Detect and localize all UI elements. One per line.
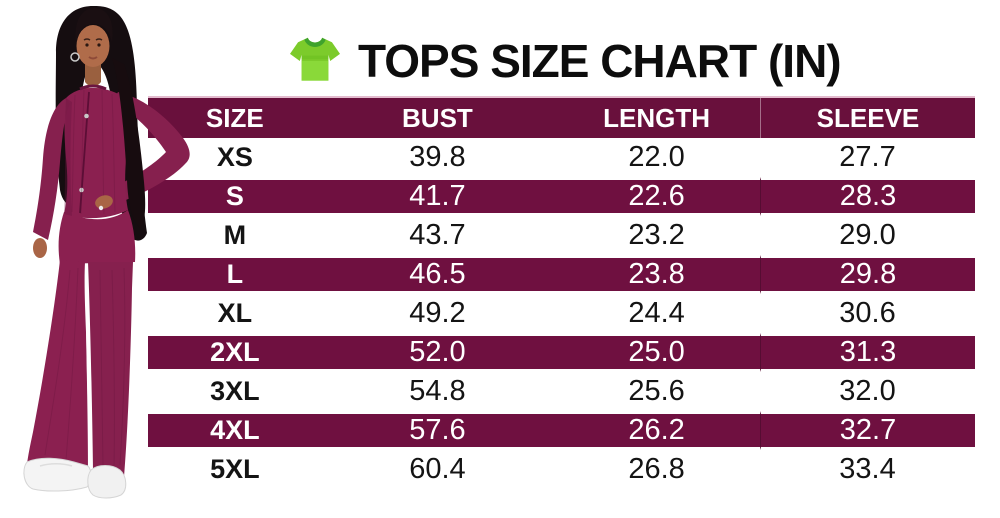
value-cell: 49.2: [409, 297, 466, 329]
value-cell: 28.3: [759, 177, 975, 216]
value-cell: 52.0: [321, 333, 554, 372]
size-cell: M: [223, 220, 247, 250]
table-row: M 43.7 23.2 29.0: [148, 216, 975, 255]
size-cell: L: [148, 255, 322, 294]
table-row: XS 39.8 22.0 27.7: [148, 138, 975, 177]
tshirt-icon: [290, 37, 340, 81]
table-row: L 46.5 23.8 29.8: [148, 255, 975, 294]
value-cell: 32.7: [759, 411, 975, 450]
value-cell: 23.2: [628, 219, 685, 251]
value-cell: 57.6: [321, 411, 554, 450]
size-table: SIZE BUST LENGTH SLEEVE XS 39.8 22.0 27.7 S 4…: [148, 96, 975, 489]
size-cell: 3XL: [210, 376, 260, 406]
table-row: 3XL 54.8 25.6 32.0: [148, 372, 975, 411]
model-illustration: [23, 6, 190, 499]
value-cell: 26.8: [628, 453, 685, 485]
table-row: S 41.7 22.6 28.3: [148, 177, 975, 216]
value-cell: 25.0: [553, 333, 760, 372]
value-cell: 46.5: [321, 255, 554, 294]
value-cell: 31.3: [759, 333, 975, 372]
value-cell: 25.6: [628, 375, 685, 407]
value-cell: 54.8: [409, 375, 466, 407]
column-header-bust: BUST: [321, 98, 554, 138]
size-cell: S: [148, 177, 322, 216]
value-cell: 29.8: [759, 255, 975, 294]
value-cell: 43.7: [409, 219, 466, 251]
table-header-row: SIZE BUST LENGTH SLEEVE: [148, 98, 975, 138]
value-cell: 23.8: [553, 255, 760, 294]
value-cell: 27.7: [839, 141, 896, 173]
size-cell: 4XL: [148, 411, 322, 450]
value-cell: 60.4: [409, 453, 466, 485]
page-title: TOPS SIZE CHART (IN): [358, 35, 842, 87]
value-cell: 39.8: [409, 141, 466, 173]
size-cell: 5XL: [210, 454, 260, 484]
table-row: XL 49.2 24.4 30.6: [148, 294, 975, 333]
value-cell: 30.6: [839, 297, 896, 329]
value-cell: 32.0: [839, 375, 896, 407]
table-row: 4XL 57.6 26.2 32.7: [148, 411, 975, 450]
title: TOPS SIZE CHART (IN): [288, 30, 842, 92]
value-cell: 33.4: [839, 453, 896, 485]
value-cell: 22.0: [628, 141, 685, 173]
size-cell: 2XL: [148, 333, 322, 372]
table-row: 5XL 60.4 26.8 33.4: [148, 450, 975, 489]
column-header-sleeve: SLEEVE: [759, 98, 975, 138]
column-header-length: LENGTH: [553, 98, 760, 138]
model-photo: [0, 0, 200, 518]
value-cell: 22.6: [553, 177, 760, 216]
size-cell: XS: [216, 142, 253, 172]
size-cell: XL: [217, 298, 253, 328]
value-cell: 29.0: [839, 219, 896, 251]
value-cell: 41.7: [321, 177, 554, 216]
value-cell: 24.4: [628, 297, 685, 329]
table-row: 2XL 52.0 25.0 31.3: [148, 333, 975, 372]
size-table-body: XS 39.8 22.0 27.7 S 41.7 22.6 28.3 M 43.7 23.2 29.0…: [148, 138, 975, 489]
value-cell: 26.2: [553, 411, 760, 450]
